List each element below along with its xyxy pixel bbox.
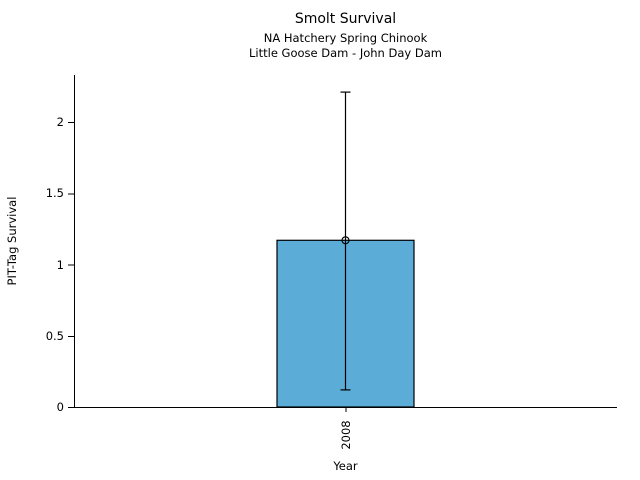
chart-subtitle-line1: NA Hatchery Spring Chinook — [263, 31, 428, 45]
chart-title: Smolt Survival — [294, 11, 397, 27]
x-axis-label: Year — [333, 459, 358, 473]
chart-subtitle-line2: Little Goose Dam - John Day Dam — [249, 46, 442, 60]
x-tick-label: 2008 — [338, 420, 353, 450]
y-tick-label: 2 — [56, 115, 64, 130]
y-tick-label: 0.5 — [45, 328, 64, 343]
y-tick-label: 1.5 — [45, 186, 64, 201]
y-tick-label: 1 — [56, 257, 64, 272]
y-tick-label: 0 — [56, 400, 64, 414]
value-marker — [341, 236, 350, 245]
